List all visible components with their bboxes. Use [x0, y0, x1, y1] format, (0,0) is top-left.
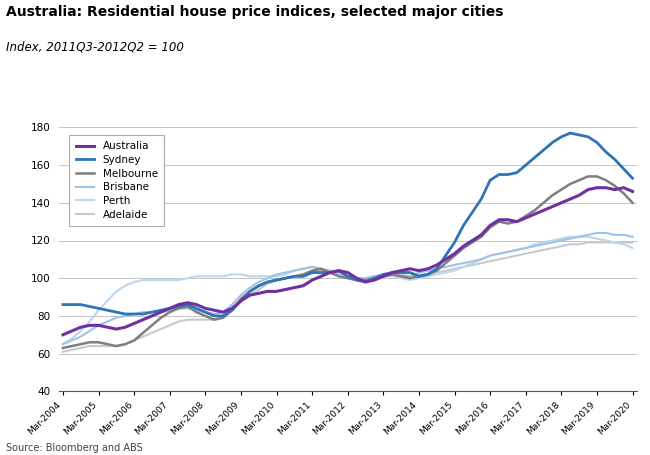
Legend: Australia, Sydney, Melbourne, Brisbane, Perth, Adelaide: Australia, Sydney, Melbourne, Brisbane, …: [70, 135, 164, 226]
Text: Australia: Residential house price indices, selected major cities: Australia: Residential house price indic…: [6, 5, 504, 19]
Text: Index, 2011Q3-2012Q2 = 100: Index, 2011Q3-2012Q2 = 100: [6, 41, 185, 54]
Text: Source: Bloomberg and ABS: Source: Bloomberg and ABS: [6, 443, 143, 453]
